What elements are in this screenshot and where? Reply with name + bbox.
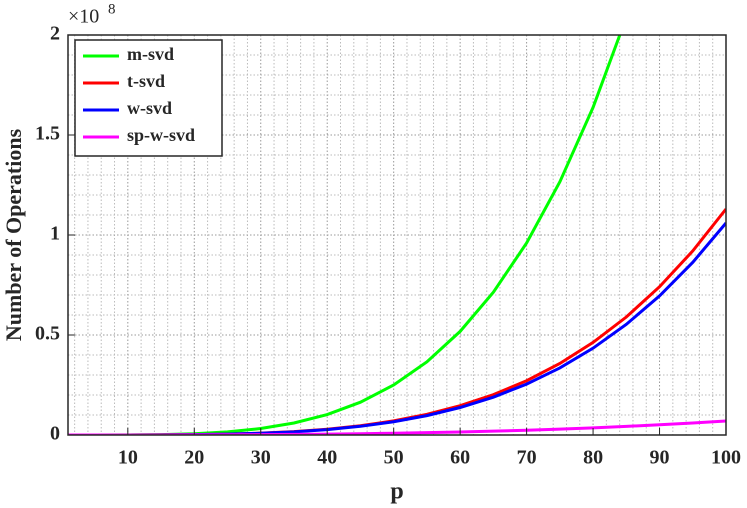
legend-label: m-svd [127,44,174,64]
y-tick-label: 0.5 [35,323,60,345]
x-tick-label: 40 [317,447,337,469]
x-tick-label: 20 [184,447,204,469]
x-tick-label: 30 [251,447,271,469]
x-tick-label: 70 [517,447,537,469]
y-tick-label: 1 [50,223,60,245]
x-tick-label: 90 [650,447,670,469]
ticks: 0 0.5 1 1.5 2 10 20 30 40 50 60 70 80 90 100 [35,23,741,469]
y-multiplier: ×10 [68,6,99,28]
legend-label: w-svd [127,98,172,118]
y-axis-label: Number of Operations [1,128,26,341]
legend: m-svd t-svd w-svd sp-w-svd [74,39,223,157]
legend-label: t-svd [127,71,165,91]
y-tick-label: 0 [50,423,60,445]
x-tick-label: 60 [450,447,470,469]
y-tick-label: 2 [50,23,60,45]
y-tick-label: 1.5 [35,123,60,145]
x-axis-label: p [390,479,403,505]
x-tick-label: 80 [583,447,603,469]
legend-label: sp-w-svd [127,125,195,145]
x-tick-label: 50 [384,447,404,469]
y-multiplier-exponent: 8 [108,1,116,17]
x-tick-label: 10 [118,447,138,469]
x-tick-label: 100 [711,447,741,469]
